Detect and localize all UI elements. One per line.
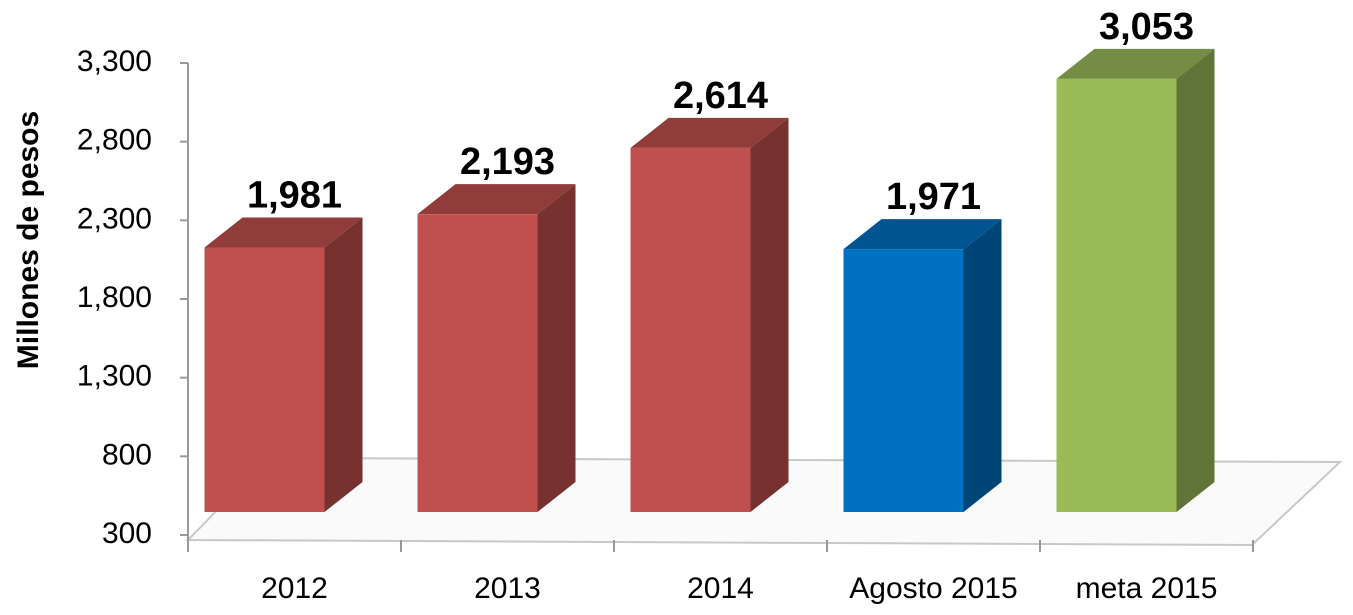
bar bbox=[630, 147, 751, 512]
bar-top bbox=[417, 184, 576, 215]
bar-top bbox=[630, 117, 789, 148]
bar-side bbox=[324, 217, 363, 513]
x-tick-label: meta 2015 bbox=[1076, 572, 1218, 605]
bar-side bbox=[963, 219, 1002, 512]
y-tick-label: 800 bbox=[102, 438, 152, 471]
bar-top bbox=[204, 217, 363, 248]
bar-top bbox=[1056, 48, 1215, 79]
bar-side bbox=[750, 117, 789, 512]
value-label: 3,053 bbox=[1099, 6, 1194, 48]
value-label: 1,981 bbox=[247, 175, 342, 217]
bar bbox=[417, 214, 538, 512]
y-tick-label: 300 bbox=[102, 517, 152, 550]
y-axis-title: Millones de pesos bbox=[12, 111, 45, 369]
y-tick-label: 2,300 bbox=[77, 202, 152, 235]
x-tick-label: 2012 bbox=[261, 572, 328, 605]
x-tick-label: 2014 bbox=[687, 572, 754, 605]
bar-side bbox=[1176, 48, 1215, 513]
x-tick-label: 2013 bbox=[474, 572, 541, 605]
y-tick-label: 3,300 bbox=[77, 45, 152, 78]
y-tick-label: 1,300 bbox=[77, 360, 152, 393]
y-tick-label: 2,800 bbox=[77, 124, 152, 157]
x-tick-label: Agosto 2015 bbox=[849, 572, 1017, 605]
bar-top bbox=[843, 219, 1002, 250]
bar-side bbox=[537, 184, 576, 512]
y-tick-label: 1,800 bbox=[77, 281, 152, 314]
value-label: 2,193 bbox=[460, 141, 555, 183]
value-label: 1,971 bbox=[886, 176, 981, 218]
bar bbox=[1056, 78, 1177, 513]
value-label: 2,614 bbox=[673, 75, 768, 117]
bar bbox=[204, 247, 325, 513]
bar bbox=[843, 249, 964, 512]
